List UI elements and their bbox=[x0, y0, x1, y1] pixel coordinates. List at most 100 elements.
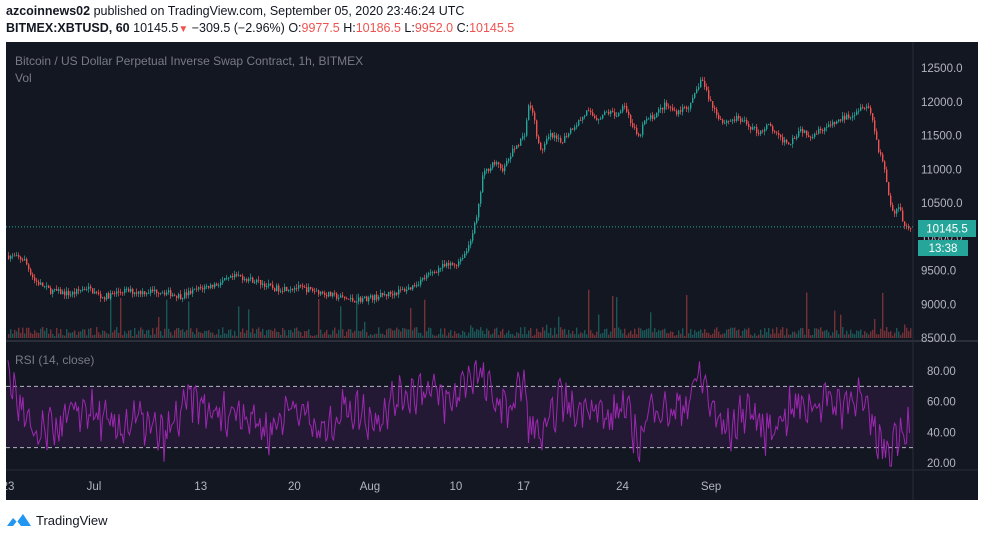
volume-bar bbox=[482, 330, 484, 338]
volume-bar bbox=[618, 327, 620, 338]
author-name[interactable]: azcoinnews02 bbox=[6, 4, 91, 18]
chart-svg[interactable]: 12500.012000.011500.011000.010500.010000… bbox=[6, 42, 978, 500]
volume-bar bbox=[810, 335, 812, 338]
candle-body bbox=[390, 291, 392, 294]
volume-bar bbox=[420, 332, 422, 338]
volume-bar bbox=[588, 289, 590, 338]
candle-body bbox=[726, 120, 728, 123]
volume-bar bbox=[50, 329, 52, 338]
candle-body bbox=[684, 107, 686, 108]
candle-body bbox=[114, 293, 116, 294]
volume-bar bbox=[436, 335, 438, 338]
candle-body bbox=[832, 121, 834, 126]
candle-body bbox=[234, 274, 236, 278]
candle-body bbox=[654, 117, 656, 119]
volume-bar bbox=[716, 327, 718, 338]
volume-bar bbox=[502, 328, 504, 338]
volume-bar bbox=[764, 327, 766, 338]
volume-bar bbox=[870, 331, 872, 338]
tradingview-footer[interactable]: TradingView bbox=[6, 510, 108, 530]
volume-bar bbox=[826, 329, 828, 338]
candle-body bbox=[96, 291, 98, 293]
published-text: published on TradingView.com, September … bbox=[93, 4, 465, 18]
candle-body bbox=[602, 115, 604, 119]
candle-body bbox=[760, 130, 762, 134]
candle-body bbox=[504, 165, 506, 172]
volume-bar bbox=[122, 335, 124, 338]
candle-body bbox=[464, 253, 466, 258]
volume-bar bbox=[76, 334, 78, 338]
volume-bar bbox=[448, 332, 450, 338]
candle-body bbox=[632, 123, 634, 127]
candle-body bbox=[814, 133, 816, 137]
candle-body bbox=[300, 285, 302, 286]
volume-bar bbox=[38, 333, 40, 338]
volume-bar bbox=[44, 330, 46, 338]
candle-body bbox=[842, 115, 844, 121]
price-tick-label: 9000.0 bbox=[921, 299, 956, 311]
candle-body bbox=[34, 277, 36, 281]
candle-body bbox=[394, 292, 396, 296]
volume-bar bbox=[822, 331, 824, 338]
volume-bar bbox=[612, 295, 614, 338]
candle-body bbox=[834, 121, 836, 124]
candle-body bbox=[534, 112, 536, 121]
candle-body bbox=[670, 107, 672, 109]
volume-bar bbox=[708, 332, 710, 338]
volume-bar bbox=[582, 333, 584, 338]
candle-body bbox=[272, 284, 274, 289]
volume-bar bbox=[210, 332, 212, 338]
volume-bar bbox=[682, 328, 684, 338]
volume-bar bbox=[578, 334, 580, 338]
volume-bar bbox=[248, 309, 250, 338]
volume-bar bbox=[162, 335, 164, 338]
volume-bar bbox=[856, 330, 858, 338]
volume-bar bbox=[308, 329, 310, 338]
volume-bar bbox=[270, 329, 272, 338]
candle-body bbox=[588, 110, 590, 112]
candle-body bbox=[706, 86, 708, 91]
volume-bar bbox=[78, 331, 80, 338]
open-label: O: bbox=[288, 21, 302, 35]
candle-body bbox=[10, 255, 12, 259]
volume-bar bbox=[904, 324, 906, 338]
volume-bar bbox=[310, 335, 312, 338]
candle-body bbox=[560, 138, 562, 143]
candle-body bbox=[784, 139, 786, 143]
volume-bar bbox=[96, 327, 98, 338]
candle-body bbox=[178, 294, 180, 298]
candle-body bbox=[746, 120, 748, 125]
volume-bar bbox=[804, 334, 806, 338]
candle-body bbox=[432, 272, 434, 274]
candle-body bbox=[328, 291, 330, 297]
candle-body bbox=[422, 277, 424, 280]
volume-bar bbox=[570, 333, 572, 338]
volume-bar bbox=[842, 327, 844, 338]
volume-bar bbox=[840, 314, 842, 338]
volume-bar bbox=[74, 330, 76, 338]
volume-bar bbox=[86, 335, 88, 338]
candle-body bbox=[102, 297, 104, 299]
candle-body bbox=[672, 107, 674, 111]
volume-bar bbox=[394, 330, 396, 338]
candle-body bbox=[406, 289, 408, 292]
candle-body bbox=[498, 162, 500, 165]
volume-bar bbox=[410, 308, 412, 338]
candle-body bbox=[128, 288, 130, 292]
chart-panel[interactable]: 12500.0 12000.0 11500.0 11000.0 10500.0 10000… bbox=[6, 42, 978, 500]
volume-bar bbox=[190, 328, 192, 338]
volume-bar bbox=[702, 333, 704, 338]
candle-body bbox=[466, 250, 468, 254]
volume-bar bbox=[342, 329, 344, 338]
symbol-label[interactable]: BITMEX:XBTUSD, 60 bbox=[6, 21, 130, 35]
time-tick-label: Sep bbox=[701, 481, 721, 493]
volume-bar bbox=[198, 331, 200, 338]
countdown-tag-text: 13:38 bbox=[929, 243, 958, 255]
volume-bar bbox=[354, 330, 356, 338]
volume-bar bbox=[516, 332, 518, 338]
candle-body bbox=[520, 138, 522, 146]
candle-body bbox=[368, 297, 370, 302]
volume-bar bbox=[236, 335, 238, 338]
volume-bar bbox=[544, 330, 546, 338]
candle-body bbox=[450, 263, 452, 266]
